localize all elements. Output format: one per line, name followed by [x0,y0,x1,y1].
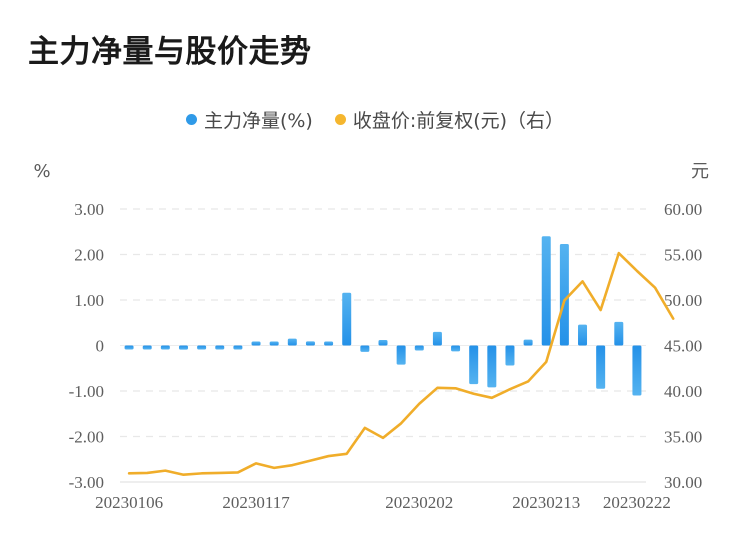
legend-label-close-price: 收盘价:前复权(元)（右） [352,110,565,132]
line-series-close-price [127,251,675,477]
bar [559,244,569,346]
bar [233,345,243,350]
bar [197,345,207,350]
bar [632,345,642,396]
left-axis-ticks: 3.00 2.00 1.00 0 -1.00 -2.00 -3.00 [69,200,104,492]
left-tick-label: 0 [96,337,105,356]
bar [414,345,424,351]
bar [269,341,279,346]
x-tick-label: 20230213 [512,493,580,512]
right-tick-label: 60.00 [664,200,702,219]
x-tick-label: 20230202 [385,493,453,512]
bar [596,345,606,389]
x-tick-label: 20230117 [222,493,290,512]
left-tick-label: -2.00 [69,428,104,447]
right-tick-label: 30.00 [664,473,702,492]
bar [324,341,334,346]
chart-legend: 主力净量(%) 收盘价:前复权(元)（右） [0,106,750,133]
bar [396,345,406,365]
bar [451,345,461,352]
bar [360,345,370,352]
right-axis-ticks: 60.00 55.00 50.00 45.00 40.00 35.00 30.00 [664,200,702,492]
legend-item-close-price[interactable]: 收盘价:前复权(元)（右） [334,106,565,133]
bar [523,339,533,346]
bar [178,345,188,350]
bar [541,236,551,346]
right-axis-unit: 元 [691,161,709,182]
left-axis-unit: % [33,161,50,182]
bar [287,338,297,346]
right-tick-label: 45.00 [664,337,702,356]
bar [578,324,588,346]
bar [487,345,497,388]
left-tick-label: 3.00 [74,200,104,219]
bar [378,340,388,346]
page-title: 主力净量与股价走势 [28,34,312,70]
bar [614,321,624,346]
x-tick-label: 20230106 [95,493,163,512]
bar [215,345,225,350]
left-tick-label: -3.00 [69,473,104,492]
bar [142,345,152,350]
left-tick-label: 1.00 [74,291,104,310]
right-tick-label: 55.00 [664,246,702,265]
x-tick-label: 20230222 [603,493,671,512]
bar [505,345,515,366]
legend-item-main-net[interactable]: 主力净量(%) [185,106,313,133]
x-axis-ticks: 20230106 20230117 20230202 20230213 20230222 [95,493,671,512]
left-tick-label: -1.00 [69,382,104,401]
right-tick-label: 50.00 [664,291,702,310]
legend-dot-orange-icon [334,114,346,125]
bar [305,341,315,346]
bar [432,331,442,346]
bar [124,345,134,350]
right-tick-label: 40.00 [664,382,702,401]
legend-dot-blue-icon [185,114,197,125]
legend-label-main-net: 主力净量(%) [203,110,313,132]
right-tick-label: 35.00 [664,428,702,447]
left-tick-label: 2.00 [74,246,104,265]
bar [469,345,479,385]
bar [160,345,170,350]
bar [251,341,261,346]
bar [342,292,352,346]
bar-series-main-net [124,236,642,396]
